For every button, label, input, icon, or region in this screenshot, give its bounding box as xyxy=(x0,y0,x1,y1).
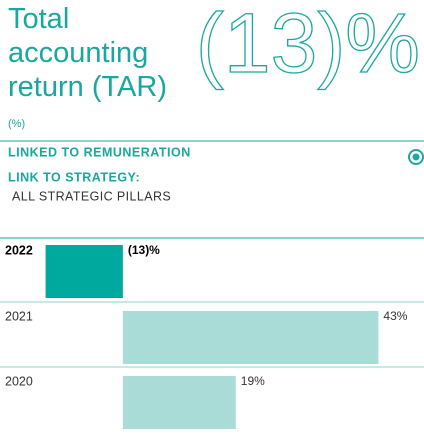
chart-title: Total accounting return (TAR) xyxy=(8,3,167,103)
icon xyxy=(408,149,424,165)
annotation: LINKED TO REMUNERATION xyxy=(8,145,191,159)
annotation: LINK TO STRATEGY: xyxy=(8,170,140,184)
category-label: 2020 xyxy=(5,374,33,388)
subtitle: (%) xyxy=(8,118,25,130)
category-label: 2021 xyxy=(5,309,33,323)
value-label: (13)% xyxy=(128,243,160,257)
headline: (13)% xyxy=(196,0,420,90)
bar xyxy=(122,311,379,364)
icon xyxy=(412,153,420,161)
category-label: 2022 xyxy=(5,243,33,257)
value-label: 19% xyxy=(241,374,265,388)
bar xyxy=(45,245,123,298)
bar xyxy=(122,376,236,429)
annotation: ALL STRATEGIC PILLARS xyxy=(12,189,171,203)
value-label: 43% xyxy=(383,309,407,323)
